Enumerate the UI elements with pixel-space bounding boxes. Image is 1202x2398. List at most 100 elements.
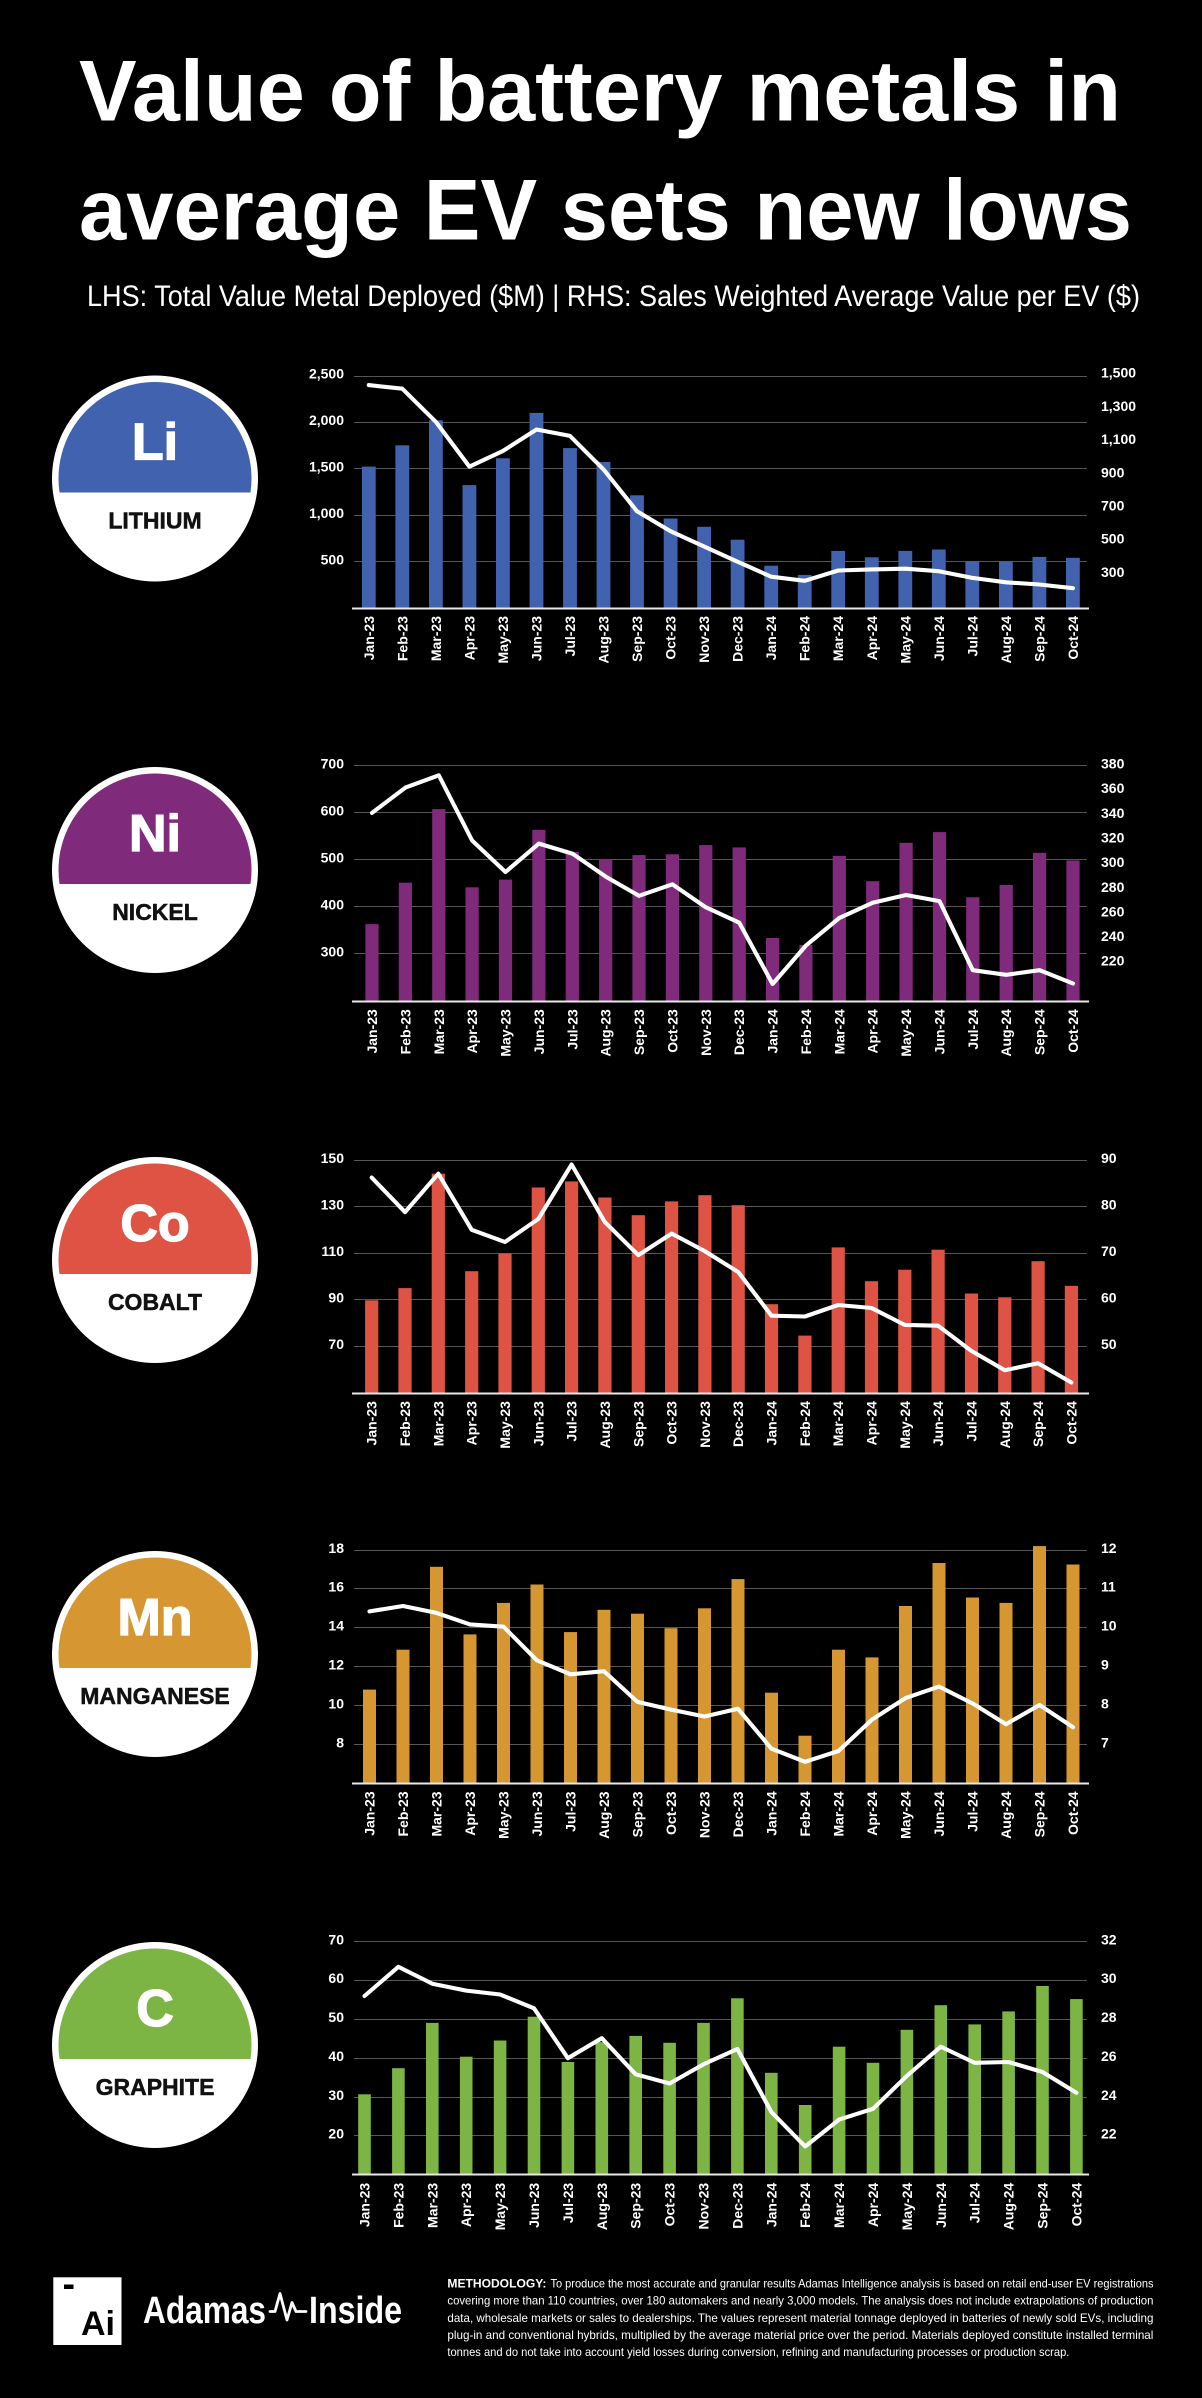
svg-text:Feb-23: Feb-23 [394, 616, 410, 661]
svg-text:LHS: Total Value Metal Deploye: LHS: Total Value Metal Deployed ($M) | R… [87, 280, 1140, 313]
svg-text:GRAPHITE: GRAPHITE [96, 2074, 215, 2100]
svg-text:Jan-23: Jan-23 [357, 2183, 373, 2228]
svg-text:Jul-23: Jul-23 [564, 1009, 580, 1050]
svg-text:500: 500 [1101, 531, 1125, 547]
svg-text:Jun-23: Jun-23 [531, 1009, 547, 1054]
svg-text:7: 7 [1101, 1734, 1109, 1750]
svg-text:COBALT: COBALT [108, 1289, 202, 1315]
svg-text:Adamas: Adamas [143, 2290, 266, 2332]
svg-text:Jul-23: Jul-23 [563, 1791, 579, 1832]
svg-text:Feb-24: Feb-24 [798, 1009, 814, 1054]
svg-text:260: 260 [1101, 903, 1125, 919]
svg-text:Mar-23: Mar-23 [431, 1009, 447, 1054]
svg-text:340: 340 [1101, 805, 1125, 821]
svg-text:Aug-24: Aug-24 [998, 1009, 1014, 1057]
svg-text:130: 130 [321, 1196, 345, 1212]
svg-text:Feb-24: Feb-24 [797, 616, 813, 661]
svg-text:Aug-24: Aug-24 [998, 1791, 1014, 1839]
svg-text:Aug-24: Aug-24 [998, 616, 1014, 664]
svg-text:Jun-24: Jun-24 [930, 1401, 946, 1446]
svg-text:Oct-23: Oct-23 [663, 616, 679, 660]
svg-text:Jan-24: Jan-24 [763, 2183, 779, 2228]
svg-text:26: 26 [1101, 2048, 1117, 2064]
svg-text:900: 900 [1101, 464, 1125, 480]
svg-text:500: 500 [321, 551, 345, 567]
svg-text:Jun-23: Jun-23 [530, 1401, 546, 1446]
svg-text:Apr-24: Apr-24 [864, 1401, 880, 1446]
svg-text:50: 50 [328, 2009, 344, 2025]
svg-text:May-23: May-23 [496, 1791, 512, 1839]
svg-text:Oct-24: Oct-24 [1063, 1401, 1079, 1445]
svg-text:28: 28 [1101, 2009, 1117, 2025]
svg-text:Jul-23: Jul-23 [562, 616, 578, 657]
svg-text:Jan-24: Jan-24 [765, 1009, 781, 1054]
svg-text:Sep-23: Sep-23 [629, 616, 645, 662]
svg-text:Aug-23: Aug-23 [598, 1009, 614, 1057]
svg-text:280: 280 [1101, 879, 1125, 895]
svg-text:700: 700 [1101, 498, 1125, 514]
svg-text:Feb-23: Feb-23 [397, 1009, 413, 1054]
svg-text:Mar-23: Mar-23 [424, 2183, 440, 2228]
svg-text:150: 150 [321, 1150, 345, 1166]
svg-text:Mar-24: Mar-24 [830, 616, 846, 661]
svg-text:300: 300 [1101, 564, 1125, 580]
svg-text:Nov-23: Nov-23 [697, 1791, 713, 1838]
svg-text:Apr-23: Apr-23 [462, 1791, 478, 1836]
svg-text:24: 24 [1101, 2087, 1117, 2103]
svg-text:Apr-23: Apr-23 [464, 1401, 480, 1446]
svg-text:May-23: May-23 [498, 1009, 514, 1057]
svg-text:May-23: May-23 [497, 1401, 513, 1449]
svg-text:Aug-23: Aug-23 [596, 1791, 612, 1839]
svg-text:Feb-24: Feb-24 [797, 1791, 813, 1836]
svg-text:600: 600 [321, 803, 345, 819]
svg-text:22: 22 [1101, 2126, 1117, 2142]
svg-text:Jan-23: Jan-23 [362, 1791, 378, 1836]
svg-text:Jan-24: Jan-24 [764, 1401, 780, 1446]
svg-text:tonnes and do not take into ac: tonnes and do not take into account yiel… [447, 2345, 1069, 2359]
svg-text:Sep-23: Sep-23 [628, 2183, 644, 2229]
svg-text:110: 110 [321, 1243, 344, 1259]
svg-text:Apr-23: Apr-23 [458, 2183, 474, 2228]
svg-text:14: 14 [328, 1618, 344, 1634]
svg-text:May-24: May-24 [898, 1009, 914, 1057]
svg-text:Dec-23: Dec-23 [730, 1791, 746, 1837]
svg-text:Nov-23: Nov-23 [697, 1401, 713, 1448]
svg-text:60: 60 [1101, 1290, 1117, 1306]
svg-text:Aug-24: Aug-24 [997, 1401, 1013, 1449]
svg-text:Dec-23: Dec-23 [730, 616, 746, 662]
svg-text:Jun-24: Jun-24 [932, 1009, 948, 1054]
svg-text:700: 700 [321, 756, 345, 772]
svg-text:400: 400 [321, 897, 345, 913]
svg-text:MANGANESE: MANGANESE [80, 1683, 230, 1709]
svg-text:Jul-24: Jul-24 [967, 2183, 983, 2224]
svg-text:Inside: Inside [309, 2290, 402, 2332]
svg-text:40: 40 [328, 2048, 344, 2064]
svg-text:Sep-24: Sep-24 [1031, 616, 1047, 662]
svg-text:Mar-23: Mar-23 [430, 1401, 446, 1446]
svg-text:70: 70 [328, 1336, 344, 1352]
svg-text:Li: Li [132, 414, 178, 472]
svg-text:Feb-23: Feb-23 [397, 1401, 413, 1446]
svg-text:May-24: May-24 [897, 616, 913, 664]
svg-text:average EV sets new lows: average EV sets new lows [79, 163, 1132, 259]
svg-text:Mar-24: Mar-24 [830, 1401, 846, 1446]
svg-text:Oct-24: Oct-24 [1065, 616, 1081, 660]
svg-text:Apr-24: Apr-24 [865, 1009, 881, 1054]
svg-text:Nov-23: Nov-23 [698, 1009, 714, 1056]
svg-text:Aug-23: Aug-23 [597, 1401, 613, 1449]
svg-text:10: 10 [328, 1695, 344, 1711]
svg-text:Apr-24: Apr-24 [864, 1791, 880, 1836]
svg-text:Jun-23: Jun-23 [529, 616, 545, 661]
svg-text:Oct-24: Oct-24 [1065, 1009, 1081, 1053]
svg-text:380: 380 [1101, 756, 1125, 772]
svg-text:Dec-23: Dec-23 [730, 1401, 746, 1447]
svg-text:Feb-23: Feb-23 [395, 1791, 411, 1836]
svg-text:Oct-24: Oct-24 [1068, 2183, 1084, 2227]
svg-text:18: 18 [328, 1540, 344, 1556]
svg-text:360: 360 [1101, 780, 1125, 796]
svg-text:8: 8 [1101, 1695, 1109, 1711]
svg-text:Oct-23: Oct-23 [664, 1009, 680, 1053]
svg-text:80: 80 [1101, 1196, 1117, 1212]
svg-text:Sep-24: Sep-24 [1032, 1009, 1048, 1055]
svg-text:Sep-24: Sep-24 [1035, 2183, 1051, 2229]
